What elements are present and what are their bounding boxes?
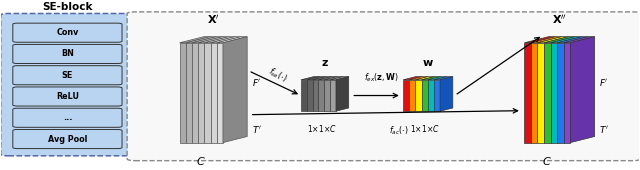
Polygon shape xyxy=(301,80,307,111)
Polygon shape xyxy=(336,77,349,111)
Text: $F'$: $F'$ xyxy=(252,77,261,88)
Polygon shape xyxy=(550,43,557,143)
FancyBboxPatch shape xyxy=(13,66,122,85)
Polygon shape xyxy=(324,77,343,80)
Polygon shape xyxy=(544,43,550,143)
Polygon shape xyxy=(564,37,595,43)
Polygon shape xyxy=(319,77,337,80)
FancyBboxPatch shape xyxy=(13,87,122,106)
FancyBboxPatch shape xyxy=(13,108,122,127)
FancyBboxPatch shape xyxy=(13,23,122,42)
Text: SE: SE xyxy=(62,71,73,80)
Polygon shape xyxy=(409,77,428,80)
Polygon shape xyxy=(557,37,588,43)
Polygon shape xyxy=(403,80,409,111)
Polygon shape xyxy=(570,37,595,143)
Polygon shape xyxy=(204,43,211,143)
Text: BN: BN xyxy=(61,49,74,58)
Polygon shape xyxy=(415,80,422,111)
Text: ...: ... xyxy=(63,113,72,122)
Polygon shape xyxy=(422,77,440,80)
Polygon shape xyxy=(217,43,223,143)
Text: $\mathbf{z}$: $\mathbf{z}$ xyxy=(321,58,329,68)
Polygon shape xyxy=(434,80,440,111)
Polygon shape xyxy=(538,43,544,143)
Text: SE-block: SE-block xyxy=(42,2,93,12)
Polygon shape xyxy=(312,77,331,80)
Polygon shape xyxy=(564,43,570,143)
Polygon shape xyxy=(192,37,222,43)
Polygon shape xyxy=(324,80,330,111)
Text: $1{\times}1{\times}C$: $1{\times}1{\times}C$ xyxy=(410,123,440,134)
Polygon shape xyxy=(312,80,319,111)
Polygon shape xyxy=(198,43,204,143)
Polygon shape xyxy=(179,43,186,143)
Text: $F'$: $F'$ xyxy=(599,77,609,88)
Polygon shape xyxy=(409,80,415,111)
Polygon shape xyxy=(301,77,319,80)
Text: Conv: Conv xyxy=(56,28,79,37)
Polygon shape xyxy=(211,37,241,43)
Polygon shape xyxy=(307,77,325,80)
Text: $C$: $C$ xyxy=(196,156,206,167)
Text: $\mathbf{X''}$: $\mathbf{X''}$ xyxy=(552,13,567,26)
FancyBboxPatch shape xyxy=(127,12,640,161)
Polygon shape xyxy=(179,37,210,43)
Text: $f_{ex}(\mathbf{z},\mathbf{W})$: $f_{ex}(\mathbf{z},\mathbf{W})$ xyxy=(364,72,399,84)
FancyBboxPatch shape xyxy=(1,13,134,156)
Polygon shape xyxy=(524,43,531,143)
Polygon shape xyxy=(428,80,434,111)
Polygon shape xyxy=(186,37,216,43)
Polygon shape xyxy=(422,80,428,111)
Text: ReLU: ReLU xyxy=(56,92,79,101)
Polygon shape xyxy=(186,43,192,143)
Polygon shape xyxy=(330,77,349,80)
Text: $C$: $C$ xyxy=(543,156,552,167)
Polygon shape xyxy=(544,37,575,43)
Polygon shape xyxy=(403,77,422,80)
Polygon shape xyxy=(524,37,555,43)
Polygon shape xyxy=(223,37,247,143)
Polygon shape xyxy=(531,37,562,43)
Polygon shape xyxy=(319,80,324,111)
Text: $1{\times}1{\times}C$: $1{\times}1{\times}C$ xyxy=(307,123,337,134)
Polygon shape xyxy=(192,43,198,143)
FancyBboxPatch shape xyxy=(13,44,122,64)
Text: $f_{se}(\cdot)$: $f_{se}(\cdot)$ xyxy=(266,65,289,85)
FancyBboxPatch shape xyxy=(13,130,122,149)
Polygon shape xyxy=(217,37,247,43)
Text: $T'$: $T'$ xyxy=(599,124,609,135)
Polygon shape xyxy=(428,77,447,80)
Polygon shape xyxy=(434,77,453,80)
Text: $T'$: $T'$ xyxy=(252,124,262,135)
Polygon shape xyxy=(550,37,582,43)
Polygon shape xyxy=(557,43,564,143)
Text: $\mathbf{X'}$: $\mathbf{X'}$ xyxy=(207,13,220,26)
Polygon shape xyxy=(307,80,312,111)
Text: Avg Pool: Avg Pool xyxy=(48,134,87,143)
Polygon shape xyxy=(211,43,217,143)
Polygon shape xyxy=(198,37,228,43)
Polygon shape xyxy=(415,77,435,80)
Text: $\mathbf{w}$: $\mathbf{w}$ xyxy=(422,58,434,68)
Polygon shape xyxy=(538,37,568,43)
Text: $f_{ac}(\cdot)$: $f_{ac}(\cdot)$ xyxy=(388,124,408,137)
Polygon shape xyxy=(204,37,235,43)
Polygon shape xyxy=(531,43,538,143)
Polygon shape xyxy=(330,80,336,111)
Polygon shape xyxy=(440,77,453,111)
